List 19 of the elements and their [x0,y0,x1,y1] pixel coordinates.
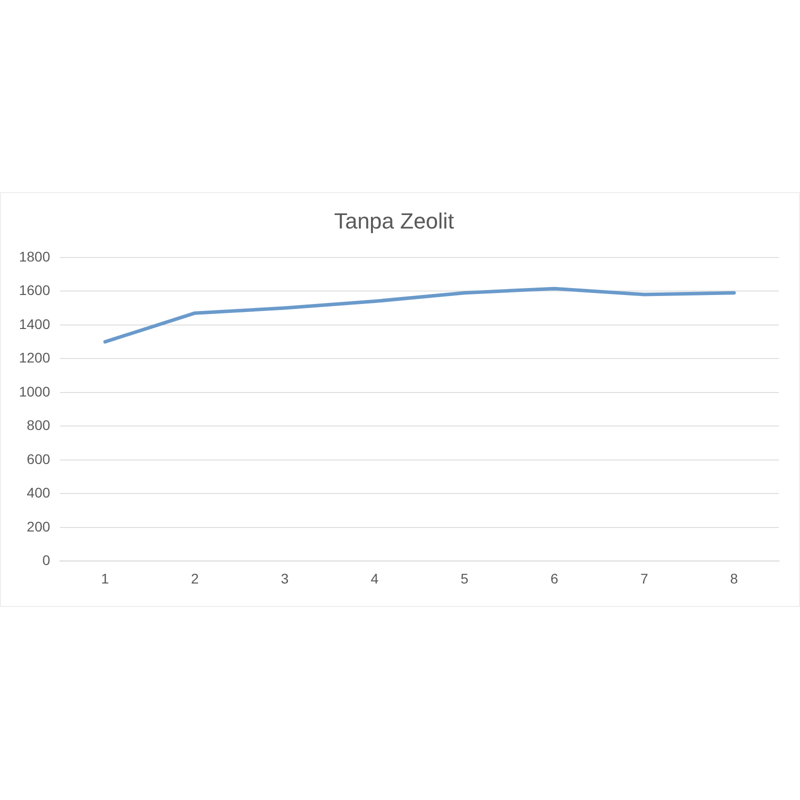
x-tick-label: 6 [550,570,558,586]
x-tick-label: 2 [191,570,200,586]
y-tick-label: 200 [26,518,50,534]
y-tick-label: 1600 [18,282,50,298]
x-tick-label: 8 [730,570,738,586]
chart-title: Tanpa Zeolit [334,208,454,234]
y-tick-label: 600 [26,450,50,467]
x-tick-label: 7 [640,570,648,586]
y-tick-label: 1800 [18,248,50,264]
y-tick-label: 400 [26,484,50,501]
x-tick-label: 1 [101,570,110,586]
y-tick-label: 0 [42,552,50,568]
x-tick-label: 4 [370,570,379,586]
y-tick-label: 1200 [18,350,50,366]
y-tick-label: 800 [26,417,50,434]
x-tick-label: 3 [280,570,289,586]
y-tick-label: 1400 [18,316,50,332]
x-tick-label: 5 [460,570,469,586]
y-tick-label: 1000 [18,383,50,400]
